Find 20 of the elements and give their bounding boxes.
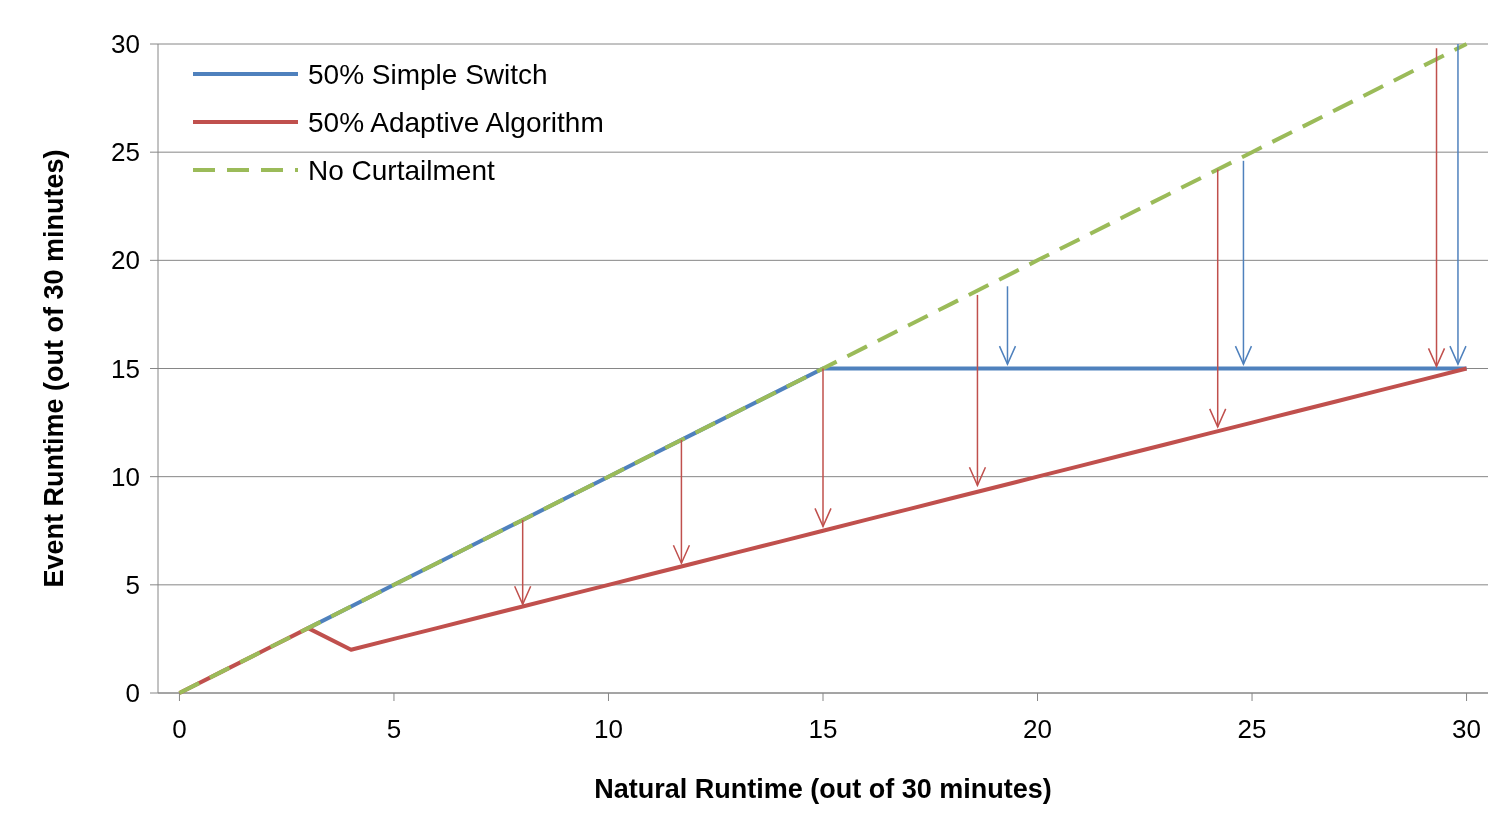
x-tick-label: 20 bbox=[1023, 714, 1052, 744]
y-tick-label: 10 bbox=[111, 461, 140, 492]
y-tick-label: 25 bbox=[111, 137, 140, 168]
y-tick-label: 30 bbox=[111, 29, 140, 60]
x-tick-label: 0 bbox=[172, 714, 187, 744]
x-axis-title: Natural Runtime (out of 30 minutes) bbox=[594, 774, 1052, 804]
x-tick-label: 10 bbox=[594, 714, 623, 744]
y-tick-label: 0 bbox=[125, 678, 140, 709]
y-axis-title: Event Runtime (out of 30 minutes) bbox=[39, 149, 69, 588]
legend-label: 50% Simple Switch bbox=[308, 58, 548, 90]
legend-label: No Curtailment bbox=[308, 154, 495, 186]
x-tick-label: 25 bbox=[1237, 714, 1267, 744]
x-tick-label: 15 bbox=[808, 714, 838, 744]
x-tick-label: 30 bbox=[1452, 714, 1482, 744]
line-series bbox=[177, 42, 1469, 695]
legend-label: 50% Adaptive Algorithm bbox=[308, 106, 604, 138]
y-tick-label: 20 bbox=[111, 245, 140, 276]
y-tick-label: 15 bbox=[111, 353, 140, 384]
x-tick-label: 5 bbox=[386, 714, 402, 744]
y-tick-label: 5 bbox=[125, 569, 140, 600]
